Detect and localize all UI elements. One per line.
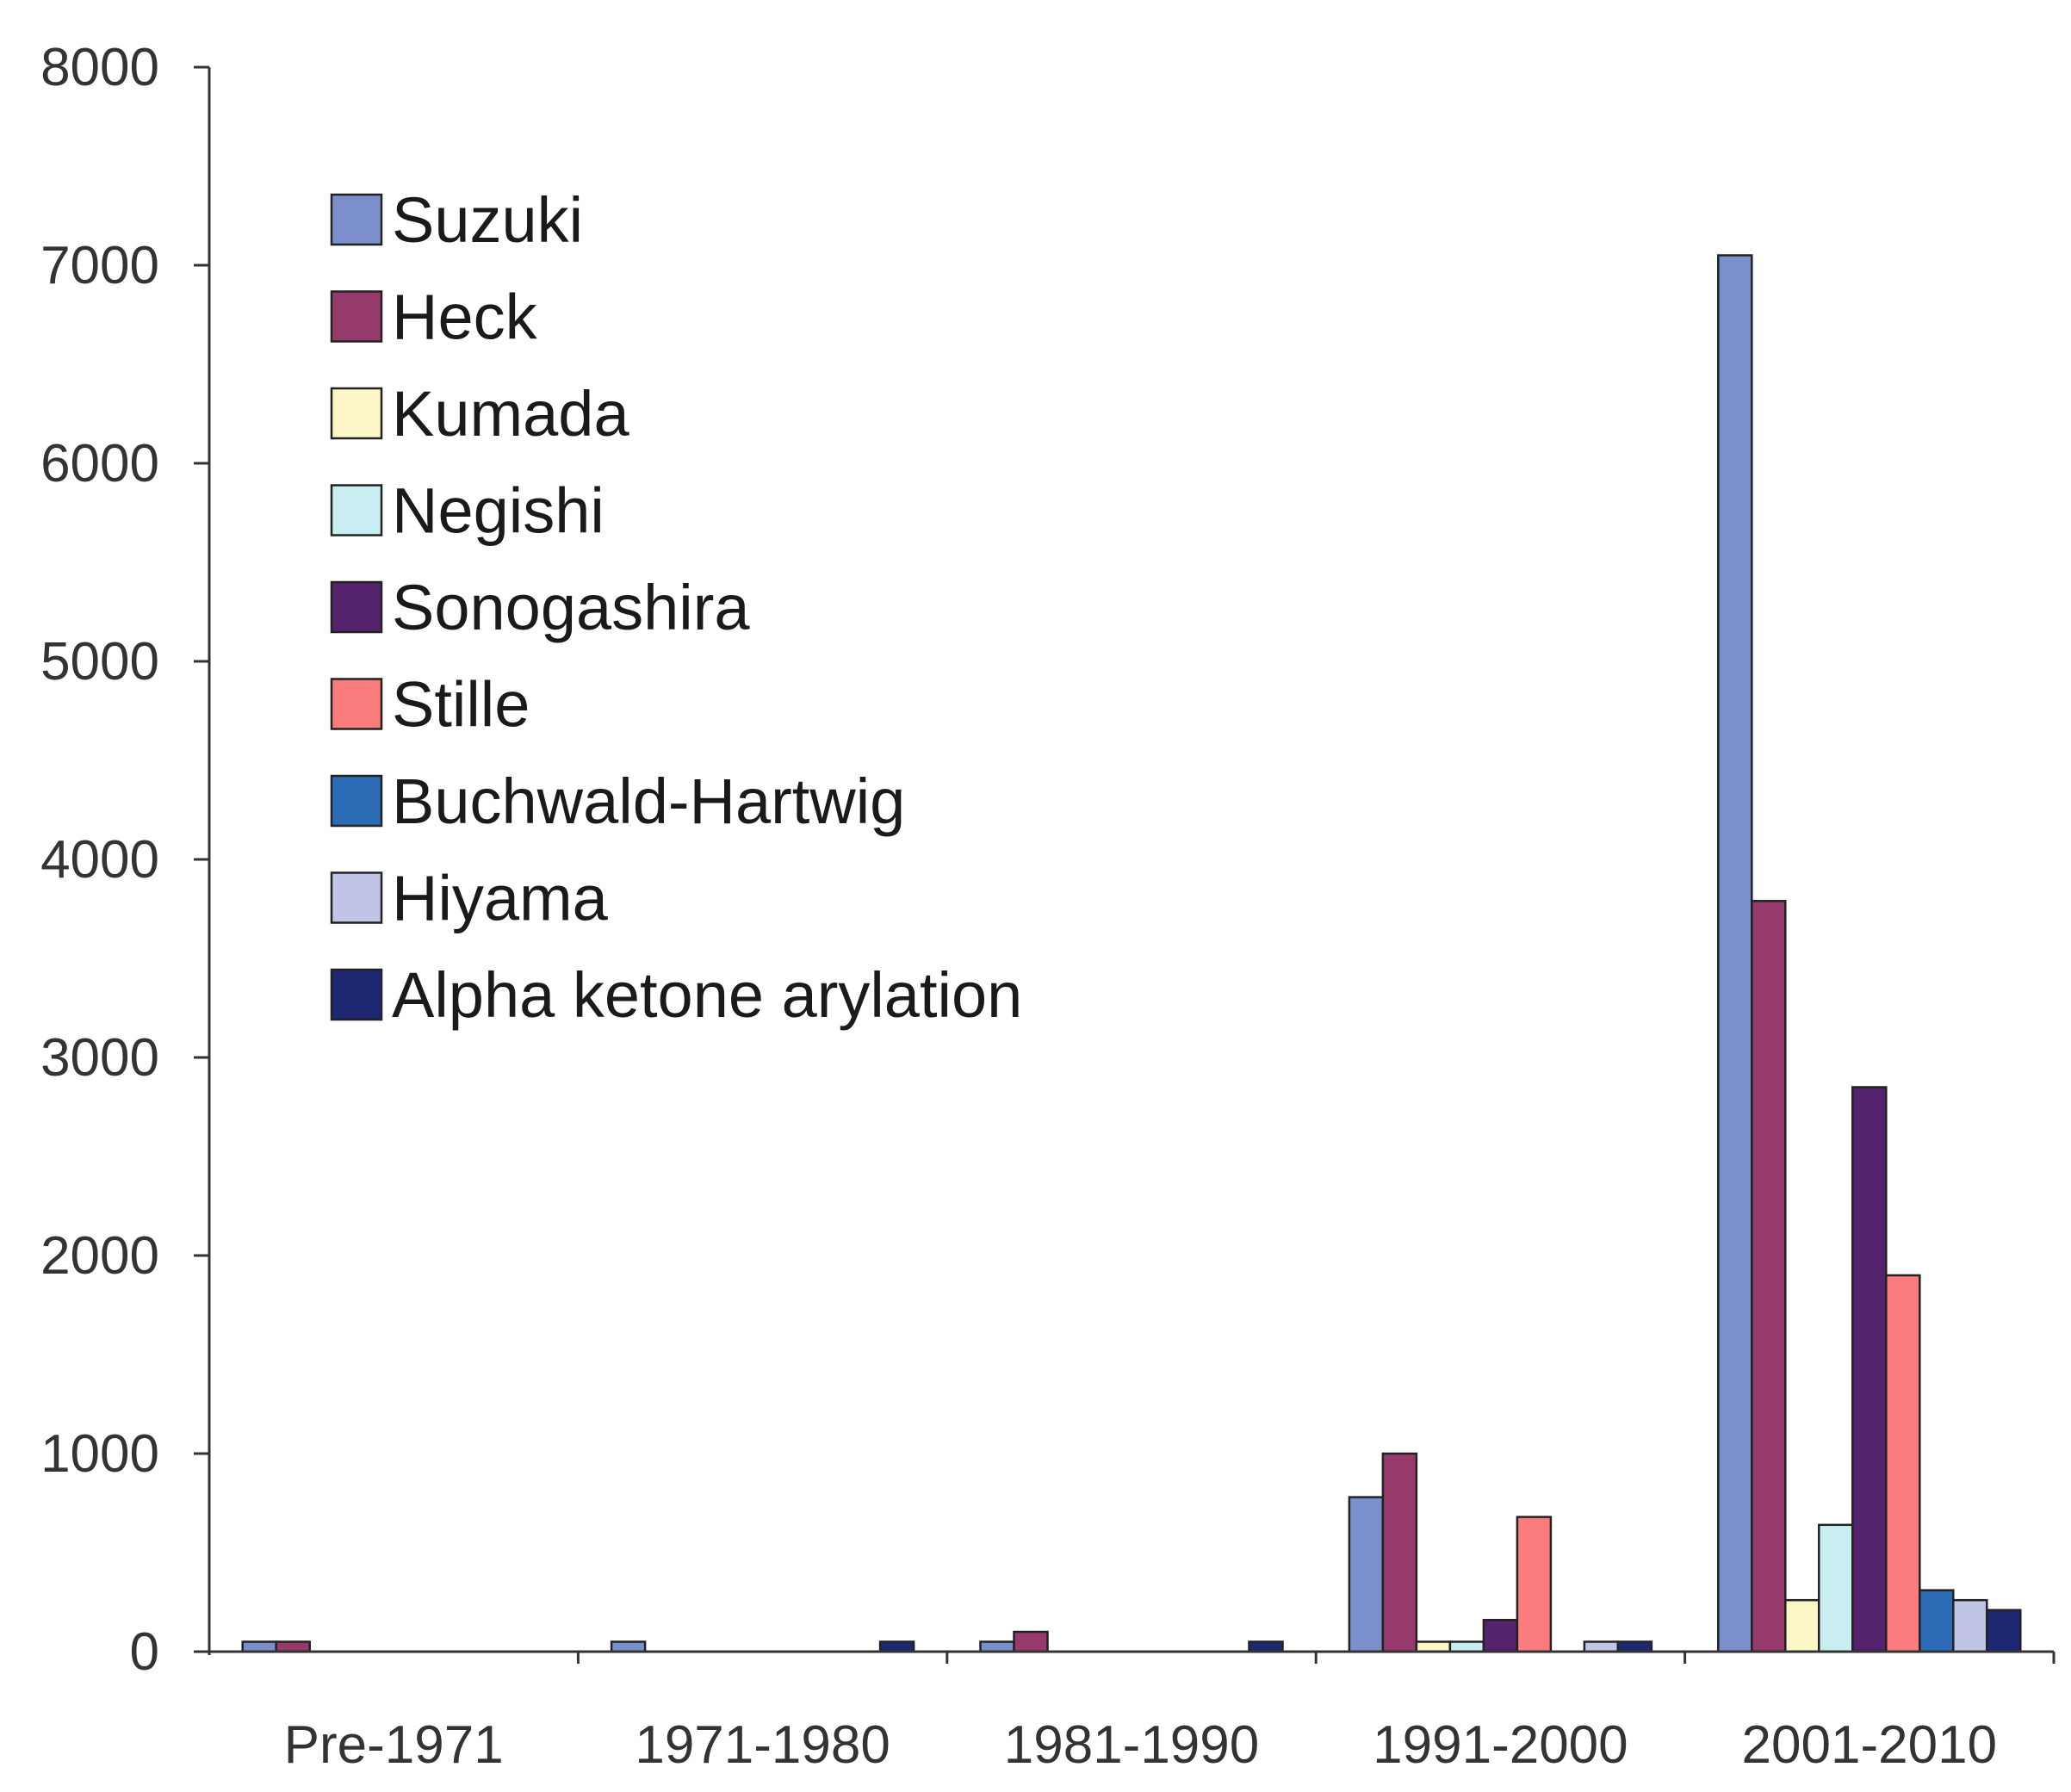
y-tick-label: 5000 <box>40 632 159 691</box>
y-tick-label: 8000 <box>40 38 159 97</box>
bar-stille-1991-2000 <box>1516 1516 1553 1653</box>
legend-swatch-kumada <box>330 387 383 440</box>
legend-label-hiyama: Hiyama <box>392 863 609 934</box>
legend-swatch-stille <box>330 678 383 730</box>
x-tick-label-1991-2000: 1991-2000 <box>1373 1715 1628 1775</box>
bar-negishi-2001-2010 <box>1818 1523 1854 1653</box>
x-tick-label-1981-1990: 1981-1990 <box>1004 1715 1260 1775</box>
bar-heck-1981-1990 <box>1013 1630 1049 1653</box>
legend-label-buchwald-hartwig: Buchwald-Hartwig <box>392 766 905 837</box>
bar-sonogashira-2001-2010 <box>1851 1086 1888 1653</box>
x-tick-label-1971-1980: 1971-1980 <box>635 1715 890 1775</box>
bar-suzuki-1991-2000 <box>1348 1496 1385 1653</box>
bar-kumada-2001-2010 <box>1784 1598 1820 1653</box>
legend-label-heck: Heck <box>392 282 538 353</box>
bar-suzuki-pre-1971 <box>241 1640 277 1653</box>
bar-alpha-ketone-arylation-2001-2010 <box>1986 1609 2022 1653</box>
y-tick-label: 4000 <box>40 830 159 890</box>
y-tick-label: 3000 <box>40 1028 159 1088</box>
legend-label-alpha-ketone-arylation: Alpha ketone arylation <box>392 959 1022 1031</box>
legend-label-sonogashira: Sonogashira <box>392 572 750 643</box>
bar-sonogashira-1991-2000 <box>1482 1618 1519 1653</box>
legend-swatch-heck <box>330 290 383 343</box>
tick-labels: 0 1000 2000 3000 4000 5000 6000 7000 8000 Pre-197… <box>40 38 1997 1775</box>
bar-hiyama-2001-2010 <box>1952 1598 1988 1653</box>
bar-suzuki-1981-1990 <box>979 1640 1015 1653</box>
bar-suzuki-2001-2010 <box>1717 254 1753 1653</box>
bar-suzuki-1971-1980 <box>610 1640 647 1653</box>
legend-swatch-negishi <box>330 484 383 536</box>
axes <box>194 65 2055 1664</box>
legend: Suzuki Heck Kumada Negishi Sonogashira Stille… <box>330 184 1022 1031</box>
bar-heck-pre-1971 <box>275 1640 311 1653</box>
bar-alpha-ketone-arylation-1981-1990 <box>1248 1640 1284 1653</box>
legend-swatch-hiyama <box>330 871 383 924</box>
legend-label-suzuki: Suzuki <box>392 184 583 256</box>
bars-layer <box>241 254 2022 1653</box>
legend-label-stille: Stille <box>392 669 530 741</box>
legend-label-negishi: Negishi <box>392 475 605 547</box>
y-tick-label: 6000 <box>40 434 159 493</box>
y-tick-label: 2000 <box>40 1226 159 1286</box>
y-tick-label: 0 <box>130 1622 159 1682</box>
legend-swatch-alpha-ketone-arylation <box>330 968 383 1021</box>
x-tick-label-pre-1971: Pre-1971 <box>284 1715 504 1775</box>
bar-buchwald-hartwig-2001-2010 <box>1919 1589 1955 1653</box>
x-tick-label-2001-2010: 2001-2010 <box>1742 1715 1998 1775</box>
legend-swatch-suzuki <box>330 193 383 246</box>
bar-alpha-ketone-arylation-1971-1980 <box>878 1640 915 1653</box>
legend-label-kumada: Kumada <box>392 378 629 450</box>
bar-stille-2001-2010 <box>1885 1274 1921 1653</box>
legend-swatch-buchwald-hartwig <box>330 774 383 828</box>
bar-alpha-ketone-arylation-1991-2000 <box>1616 1640 1653 1653</box>
y-tick-label: 1000 <box>40 1424 159 1484</box>
bar-negishi-1991-2000 <box>1448 1640 1485 1653</box>
bar-kumada-1991-2000 <box>1415 1640 1452 1653</box>
bar-heck-1991-2000 <box>1381 1452 1418 1653</box>
bar-hiyama-1991-2000 <box>1583 1640 1620 1653</box>
y-tick-label: 7000 <box>40 236 159 295</box>
bar-heck-2001-2010 <box>1751 900 1787 1653</box>
legend-swatch-sonogashira <box>330 580 383 634</box>
